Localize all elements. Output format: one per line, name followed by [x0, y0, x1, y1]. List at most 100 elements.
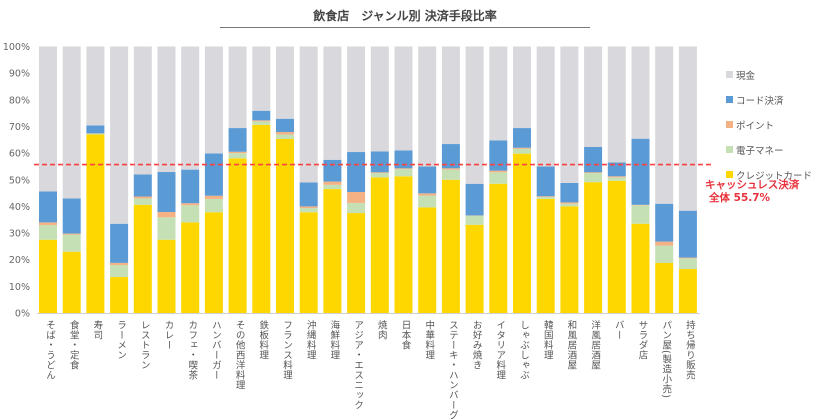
- bar-segment: [513, 47, 531, 129]
- bar-segment: [252, 125, 270, 313]
- bar-segment: [205, 212, 223, 313]
- bar-segment: [347, 203, 365, 213]
- bar-segment: [513, 148, 531, 149]
- bar-segment: [679, 47, 697, 211]
- bar-segment: [537, 199, 555, 313]
- bar-segment: [181, 47, 199, 170]
- bar-segment: [371, 47, 389, 152]
- bar-segment: [300, 206, 318, 208]
- x-tick-label: バー: [611, 320, 625, 340]
- legend-label: 電子マネー: [736, 143, 784, 157]
- bar-segment: [347, 152, 365, 192]
- bar-segment: [418, 193, 436, 195]
- bar-segment: [560, 47, 578, 183]
- legend-label: コード決済: [736, 93, 784, 107]
- bar-segment: [181, 222, 199, 313]
- bar-segment: [158, 240, 176, 313]
- x-tick-label: 食堂・定食: [66, 320, 80, 370]
- x-tick-label: アジア・エスニック: [350, 320, 364, 410]
- annotation-line1: キャッシュレス決済: [705, 179, 799, 192]
- bar-segment: [276, 47, 294, 119]
- bar-segment: [347, 213, 365, 313]
- bar-segment: [395, 176, 413, 313]
- bar-segment: [276, 132, 294, 134]
- bar-segment: [181, 205, 199, 222]
- bar-segment: [323, 160, 341, 182]
- y-tick-label: 80%: [9, 95, 30, 106]
- bar-segment: [560, 206, 578, 313]
- bar-segment: [39, 47, 57, 192]
- bar-segment: [86, 47, 104, 126]
- bar-segment: [584, 182, 602, 313]
- bar-segment: [158, 217, 176, 239]
- bar-segment: [584, 172, 602, 173]
- bar-segment: [63, 234, 81, 235]
- bar-segment: [418, 47, 436, 167]
- bar-segment: [323, 189, 341, 313]
- bar-segment: [679, 258, 697, 259]
- bar-segment: [229, 128, 247, 152]
- bar-segment: [395, 168, 413, 169]
- legend-label: 現金: [736, 68, 755, 82]
- bar-segment: [679, 211, 697, 258]
- bar-segment: [347, 192, 365, 203]
- bar-segment: [418, 166, 436, 193]
- bar-segment: [134, 197, 152, 199]
- bar-segment: [300, 208, 318, 212]
- bar-segment: [537, 166, 555, 196]
- bar-segment: [110, 224, 128, 263]
- bar-segment: [608, 177, 626, 180]
- y-tick-label: 30%: [9, 229, 30, 240]
- bar-segment: [489, 140, 507, 170]
- bar-segment: [489, 172, 507, 183]
- bar-segment: [252, 47, 270, 111]
- bar-segment: [632, 205, 650, 206]
- bar-segment: [158, 212, 176, 217]
- bar-segment: [252, 121, 270, 124]
- bar-segment: [39, 191, 57, 222]
- y-tick-label: 50%: [9, 175, 30, 186]
- bar-segment: [323, 185, 341, 189]
- bar-segment: [655, 263, 673, 313]
- bar-segment: [395, 150, 413, 168]
- bar-segment: [181, 170, 199, 204]
- x-tick-label: そば・うどん: [42, 320, 56, 380]
- bar-segment: [86, 125, 104, 133]
- x-tick-label: 鉄板料理: [255, 320, 269, 360]
- bar-segment: [537, 196, 555, 197]
- bar-segment: [608, 47, 626, 163]
- bar-segment: [584, 173, 602, 182]
- bar-segment: [679, 258, 697, 269]
- bar-segment: [466, 184, 484, 216]
- legend-label: ポイント: [736, 118, 774, 132]
- legend-swatch: [726, 121, 733, 128]
- bar-segment: [466, 225, 484, 313]
- bar-segment: [63, 252, 81, 313]
- x-tick-label: フランス料理: [279, 320, 293, 380]
- y-tick-label: 20%: [9, 255, 30, 266]
- y-tick-label: 0%: [15, 309, 30, 320]
- bar-segment: [323, 47, 341, 160]
- bar-segment: [513, 128, 531, 148]
- bar-segment: [110, 277, 128, 313]
- bar-segment: [395, 47, 413, 151]
- x-tick-label: ステーキ・ハンバーグ: [445, 320, 459, 420]
- bar-segment: [489, 47, 507, 141]
- x-tick-label: しゃぶしゃぶ: [516, 320, 530, 380]
- bar-segment: [655, 204, 673, 242]
- bar-segment: [158, 47, 176, 173]
- bar-segment: [276, 119, 294, 132]
- bar-segment: [205, 153, 223, 195]
- bar-segment: [632, 47, 650, 139]
- x-tick-label: ラーメン: [113, 320, 127, 360]
- annotation-line2: 全体 55.7%: [705, 192, 799, 205]
- bar-segment: [608, 176, 626, 177]
- bar-segment: [229, 152, 247, 153]
- bar-segment: [229, 153, 247, 158]
- x-tick-label: サラダ店: [635, 320, 649, 360]
- bar-segment: [205, 196, 223, 199]
- bar-segment: [39, 225, 57, 240]
- bar-segment: [300, 47, 318, 183]
- y-tick-label: 90%: [9, 69, 30, 80]
- y-tick-label: 100%: [3, 42, 30, 53]
